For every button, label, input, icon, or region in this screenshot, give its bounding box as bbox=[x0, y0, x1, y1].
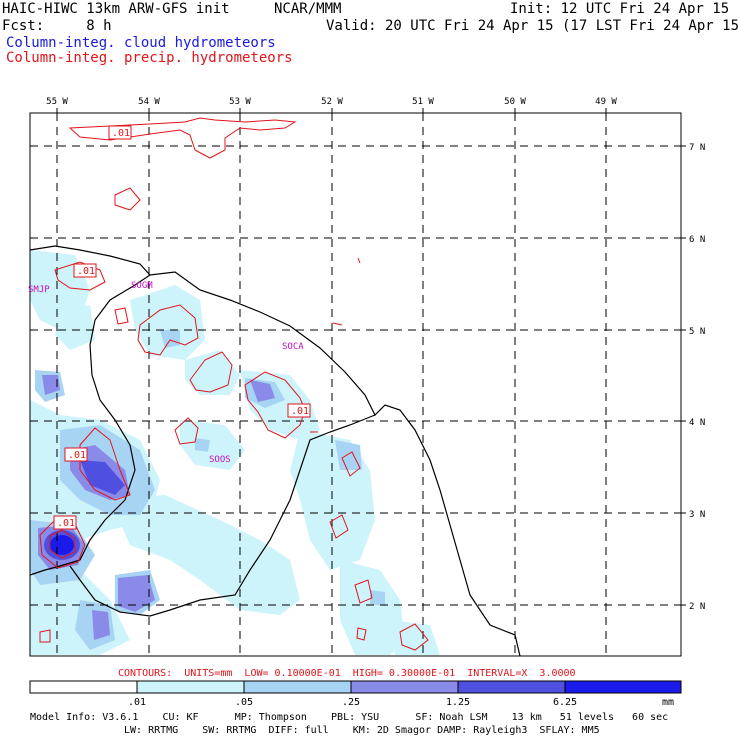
map-frame bbox=[29, 112, 682, 657]
legend-precip: Column-integ. precip. hydrometeors bbox=[6, 50, 293, 66]
station-soca: SOCA bbox=[282, 342, 304, 352]
coastline-borders bbox=[29, 245, 521, 657]
contour-labels: .01 .01 .01 .01 .01 bbox=[57, 128, 309, 529]
lat-label: 6 N bbox=[689, 235, 705, 245]
lon-labels: 55 W 54 W 53 W 52 W 51 W 50 W 49 W bbox=[46, 97, 617, 107]
colorbar-segment bbox=[564, 680, 682, 694]
colorbar-label: .25 bbox=[342, 697, 360, 708]
lon-label: 55 W bbox=[46, 97, 68, 107]
station-sogm: SOGM bbox=[131, 281, 153, 291]
contour-label-boxes bbox=[53, 125, 311, 530]
lon-label: 50 W bbox=[504, 97, 526, 107]
org-label: NCAR/MMM bbox=[274, 1, 342, 17]
model-info-line-1: Model Info: V3.6.1 CU: KF MP: Thompson P… bbox=[30, 712, 669, 723]
contour-label: .01 bbox=[291, 406, 309, 417]
colorbar-labels: .01 .05 .25 1.25 6.25 mm bbox=[128, 697, 674, 708]
legend-cloud: Column-integ. cloud hydrometeors bbox=[6, 35, 276, 51]
contour-label: .01 bbox=[57, 518, 75, 529]
colorbar-segment bbox=[136, 680, 245, 694]
lat-label: 2 N bbox=[689, 602, 705, 612]
colorbar-label: .05 bbox=[235, 697, 253, 708]
colorbar-unit: mm bbox=[662, 697, 674, 708]
colorbar-segment bbox=[457, 680, 566, 694]
station-labels: SMJP SOGM SOCA SOOS bbox=[28, 281, 304, 465]
lat-label: 7 N bbox=[689, 143, 705, 153]
station-soos: SOOS bbox=[209, 455, 231, 465]
lon-label: 49 W bbox=[595, 97, 617, 107]
contour-label: .01 bbox=[68, 450, 86, 461]
colorbar bbox=[29, 680, 682, 694]
lat-lon-grid bbox=[30, 113, 681, 656]
lat-label: 3 N bbox=[689, 510, 705, 520]
contour-label: .01 bbox=[77, 266, 95, 277]
contour-label: .01 bbox=[112, 128, 130, 139]
lon-label: 53 W bbox=[229, 97, 251, 107]
lat-label: 4 N bbox=[689, 418, 705, 428]
precip-contours bbox=[39, 117, 429, 651]
station-smjp: SMJP bbox=[28, 285, 50, 295]
colorbar-label: 6.25 bbox=[553, 697, 577, 708]
lon-label: 52 W bbox=[321, 97, 343, 107]
valid-time: Valid: 20 UTC Fri 24 Apr 15 (17 LST Fri … bbox=[326, 18, 740, 34]
forecast-hour: Fcst: 8 h bbox=[2, 18, 112, 34]
colorbar-segment bbox=[243, 680, 352, 694]
lon-label: 54 W bbox=[138, 97, 160, 107]
lon-label: 51 W bbox=[412, 97, 434, 107]
lat-label: 5 N bbox=[689, 327, 705, 337]
colorbar-label: 1.25 bbox=[446, 697, 470, 708]
lat-labels: 7 N 6 N 5 N 4 N 3 N 2 N bbox=[689, 143, 705, 612]
colorbar-label: .01 bbox=[128, 697, 146, 708]
colorbar-segment bbox=[350, 680, 459, 694]
model-info-line-2: LW: RRTMG SW: RRTMG DIFF: full KM: 2D Sm… bbox=[124, 725, 600, 736]
init-time: Init: 12 UTC Fri 24 Apr 15 bbox=[510, 1, 730, 17]
tick-marks bbox=[56, 108, 686, 606]
model-title: HAIC-HIWC 13km ARW-GFS init bbox=[2, 1, 230, 17]
contours-info: CONTOURS: UNITS=mm LOW= 0.10000E-01 HIGH… bbox=[118, 668, 576, 679]
colorbar-segment bbox=[29, 680, 138, 694]
